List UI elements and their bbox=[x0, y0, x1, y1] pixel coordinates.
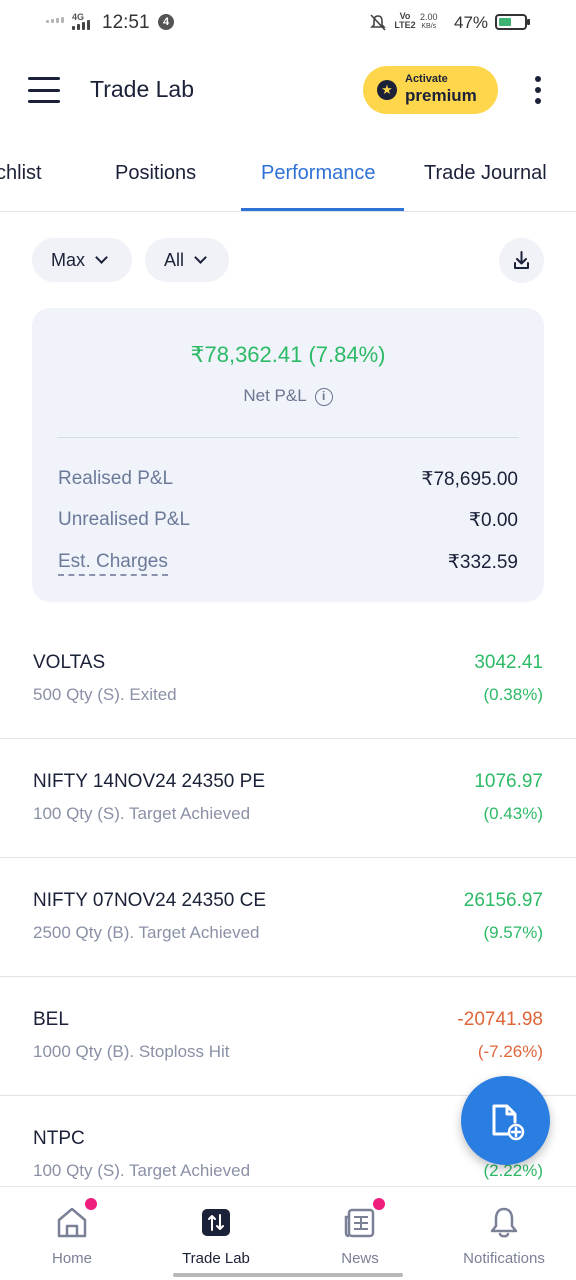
trade-pnl: 26156.97 bbox=[463, 890, 543, 911]
trade-detail: 500 Qty (S). Exited bbox=[33, 685, 177, 704]
premium-button-caption: Activate bbox=[405, 73, 448, 85]
trade-pnl-percent: (9.57%) bbox=[483, 923, 543, 942]
chevron-down-icon bbox=[194, 251, 207, 264]
home-icon bbox=[57, 1207, 87, 1238]
trade-detail: 2500 Qty (B). Target Achieved bbox=[33, 923, 260, 942]
home-indicator bbox=[173, 1273, 403, 1277]
active-tab-indicator bbox=[241, 208, 404, 211]
network-speed: 2.00 KB/s bbox=[420, 12, 438, 32]
nav-news[interactable]: News bbox=[288, 1187, 432, 1280]
nav-home[interactable]: Home bbox=[0, 1187, 144, 1280]
premium-button-label: premium bbox=[405, 86, 477, 105]
page-title: Trade Lab bbox=[90, 76, 194, 102]
trade-lab-icon bbox=[202, 1209, 230, 1236]
battery-icon bbox=[495, 14, 530, 30]
download-icon bbox=[514, 251, 529, 269]
trade-pnl-percent: (0.38%) bbox=[483, 685, 543, 704]
trade-symbol: NIFTY 14NOV24 24350 PE bbox=[33, 771, 265, 792]
trade-detail: 100 Qty (S). Target Achieved bbox=[33, 1161, 251, 1180]
trade-symbol: VOLTAS bbox=[33, 652, 106, 673]
unrealised-pnl-row: Unrealised P&L ₹0.00 bbox=[58, 509, 518, 535]
signal-1-icon bbox=[46, 17, 64, 23]
status-bar: 4G 12:51 4 Vo LTE2 2.00 KB/s 47% bbox=[0, 0, 576, 46]
network-speed-unit: KB/s bbox=[421, 23, 437, 30]
trade-pnl: -20741.98 bbox=[457, 1009, 543, 1030]
trade-pnl-percent: (0.43%) bbox=[483, 804, 543, 823]
trade-detail: 1000 Qty (B). Stoploss Hit bbox=[33, 1042, 230, 1061]
list-item[interactable]: NTPC 100 Qty (S). Target Achieved (2.22%… bbox=[0, 1096, 576, 1215]
pnl-summary-card: ₹78,362.41 (7.84%) Net P&L i Realised P&L… bbox=[32, 308, 544, 602]
tab-watchlist[interactable]: chlist bbox=[0, 162, 42, 184]
notification-dot bbox=[85, 1198, 97, 1210]
realised-pnl-row: Realised P&L ₹78,695.00 bbox=[58, 468, 518, 494]
type-filter-dropdown[interactable]: All bbox=[145, 238, 229, 282]
trade-pnl: 3042.41 bbox=[474, 652, 543, 673]
bottom-navigation: Home Trade Lab News Notifications bbox=[0, 1186, 576, 1280]
net-pnl-value: ₹78,362.41 (7.84%) bbox=[190, 342, 386, 367]
network-type: 4G bbox=[72, 12, 85, 22]
tab-trade-journal[interactable]: Trade Journal bbox=[424, 162, 547, 184]
clock: 12:51 bbox=[102, 12, 150, 33]
net-pnl-label-row: Net P&L i bbox=[32, 386, 544, 406]
info-icon[interactable]: i bbox=[314, 388, 333, 406]
list-item[interactable]: NIFTY 14NOV24 24350 PE 100 Qty (S). Targ… bbox=[0, 739, 576, 858]
add-document-icon bbox=[492, 1104, 525, 1141]
tab-positions[interactable]: Positions bbox=[115, 162, 197, 184]
chevron-down-icon bbox=[95, 251, 108, 264]
network-speed-value: 2.00 bbox=[420, 12, 438, 22]
trade-pnl: 1076.97 bbox=[474, 771, 543, 792]
activate-premium-button[interactable]: ★ Activate premium bbox=[363, 66, 498, 114]
unrealised-pnl-value: ₹0.00 bbox=[468, 510, 518, 531]
trade-detail: 100 Qty (S). Target Achieved bbox=[33, 804, 251, 823]
nav-notifications[interactable]: Notifications bbox=[432, 1187, 576, 1280]
nav-trade-lab-label: Trade Lab bbox=[182, 1250, 250, 1267]
news-icon bbox=[344, 1208, 375, 1238]
notification-dot bbox=[373, 1198, 385, 1210]
est-charges-value: ₹332.59 bbox=[447, 552, 518, 573]
signal-2-icon bbox=[72, 20, 90, 30]
tab-performance[interactable]: Performance bbox=[261, 162, 376, 184]
realised-pnl-value: ₹78,695.00 bbox=[421, 469, 518, 490]
nav-trade-lab[interactable]: Trade Lab bbox=[144, 1187, 288, 1280]
nav-news-label: News bbox=[341, 1250, 379, 1267]
divider bbox=[57, 437, 519, 438]
trade-symbol: BEL bbox=[33, 1009, 69, 1030]
realised-pnl-label: Realised P&L bbox=[58, 468, 174, 489]
unrealised-pnl-label: Unrealised P&L bbox=[58, 509, 191, 530]
battery-percent: 47% bbox=[454, 13, 489, 32]
est-charges-row: Est. Charges ₹332.59 bbox=[58, 551, 518, 577]
nav-home-label: Home bbox=[51, 1250, 92, 1267]
app-header: Trade Lab ★ Activate premium bbox=[0, 56, 576, 126]
type-filter-label: All bbox=[164, 249, 185, 270]
est-charges-label[interactable]: Est. Charges bbox=[58, 551, 168, 576]
menu-icon[interactable] bbox=[28, 77, 60, 103]
nav-notifications-label: Notifications bbox=[463, 1250, 545, 1267]
download-button[interactable] bbox=[499, 238, 544, 283]
trade-symbol: NIFTY 07NOV24 24350 CE bbox=[33, 890, 267, 911]
notification-count-badge: 4 bbox=[158, 14, 174, 30]
volte-indicator: Vo LTE2 bbox=[394, 11, 416, 30]
list-item[interactable]: BEL 1000 Qty (B). Stoploss Hit -20741.98… bbox=[0, 977, 576, 1096]
star-icon: ★ bbox=[377, 80, 397, 100]
more-options-icon[interactable] bbox=[530, 76, 546, 104]
list-item[interactable]: VOLTAS 500 Qty (S). Exited 3042.41 (0.38… bbox=[0, 620, 576, 739]
period-filter-dropdown[interactable]: Max bbox=[32, 238, 132, 282]
net-pnl-label: Net P&L bbox=[243, 386, 307, 405]
tab-bar: chlist Positions Performance Trade Journ… bbox=[0, 146, 576, 212]
mute-icon bbox=[370, 14, 386, 37]
bell-icon bbox=[490, 1207, 518, 1238]
add-trade-button[interactable] bbox=[461, 1076, 550, 1165]
list-item[interactable]: NIFTY 07NOV24 24350 CE 2500 Qty (B). Tar… bbox=[0, 858, 576, 977]
period-filter-label: Max bbox=[51, 249, 86, 270]
trade-symbol: NTPC bbox=[33, 1128, 85, 1149]
trade-pnl-percent: (2.22%) bbox=[483, 1161, 543, 1180]
trade-pnl-percent: (-7.26%) bbox=[477, 1042, 543, 1061]
